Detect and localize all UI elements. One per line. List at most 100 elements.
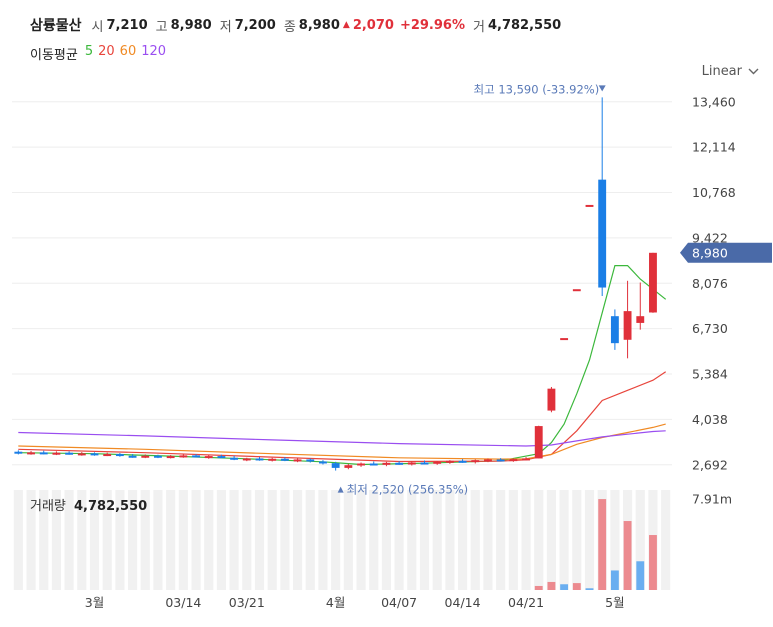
- chevron-down-icon: [748, 65, 759, 78]
- volume-slot: [419, 490, 430, 590]
- volume-bar: [560, 584, 569, 590]
- candle-body: [103, 454, 112, 457]
- triangle-up-icon: ▲: [342, 20, 350, 30]
- x-tick-label: 04/21: [508, 595, 544, 610]
- volume-slot: [153, 490, 163, 590]
- volume-slot: [343, 490, 353, 590]
- high-label: 고: [155, 19, 168, 35]
- candle-body: [319, 461, 327, 464]
- volume-slot: [546, 490, 556, 590]
- volume-slot: [458, 490, 468, 590]
- current-price-tag: [680, 242, 772, 263]
- volume-bar: [598, 499, 607, 590]
- ma-60-legend[interactable]: 60: [119, 44, 137, 59]
- low-value: 7,200: [234, 17, 276, 33]
- volume-slot: [572, 490, 582, 590]
- y-tick-label: 13,460: [692, 94, 736, 109]
- ma-5-legend[interactable]: 5: [84, 44, 94, 59]
- moving-average-label: 이동평균: [30, 48, 78, 63]
- ma-20-legend[interactable]: 20: [98, 44, 115, 59]
- moving-average-legend[interactable]: 이동평균 5 20 60 120: [30, 44, 166, 63]
- volume-bar: [649, 535, 657, 590]
- candle-body: [509, 459, 518, 462]
- volume-slot: [89, 490, 100, 590]
- ma-120-legend[interactable]: 120: [141, 44, 167, 59]
- ma120-line: [18, 430, 666, 447]
- candle-body: [128, 455, 137, 458]
- candle-body: [357, 463, 365, 466]
- volume-slot: [254, 490, 265, 590]
- candle-body: [14, 451, 23, 454]
- volume-slot: [381, 490, 391, 590]
- volume-slot: [293, 490, 303, 590]
- close-label: 종: [283, 19, 296, 35]
- volume-slot: [445, 490, 455, 590]
- candle-body: [90, 453, 99, 456]
- volume-bar: [534, 585, 543, 590]
- candle-body: [217, 456, 226, 459]
- scale-mode-dropdown[interactable]: Linear: [702, 64, 759, 79]
- candle-body: [280, 458, 289, 461]
- volume-slot: [267, 490, 277, 590]
- y-tick-label: 5,384: [692, 367, 728, 382]
- y-tick-label: 6,730: [692, 321, 728, 336]
- candle-body: [623, 311, 632, 340]
- triangle-down-icon: [598, 85, 606, 92]
- volume-slot: [331, 490, 341, 590]
- candle-body: [484, 459, 492, 462]
- low-label: 저: [219, 19, 232, 35]
- candle-body: [344, 465, 353, 468]
- x-tick-label: 03/21: [229, 595, 265, 610]
- volume-slot: [635, 490, 645, 590]
- volume-slot: [470, 490, 480, 590]
- volume-panel-label: 거래량: [30, 499, 66, 514]
- volume-slot: [77, 490, 87, 590]
- volume-slot: [204, 490, 214, 590]
- candle-body: [242, 458, 251, 461]
- candle-body: [331, 463, 340, 468]
- candle-body: [420, 462, 429, 465]
- volume-slot: [369, 490, 379, 590]
- volume-slot: [191, 490, 201, 590]
- candle-body: [141, 455, 150, 458]
- x-tick-label: 4월: [326, 595, 345, 610]
- open-label: 시: [91, 19, 104, 35]
- volume-slot: [216, 490, 226, 590]
- candle-body: [560, 338, 569, 341]
- candle-body: [407, 462, 416, 465]
- volume-slot: [26, 490, 36, 590]
- volume-slot: [521, 490, 531, 590]
- candle-body: [268, 458, 277, 461]
- quote-header: 삼륭물산 시 7,210 고 8,980 저 7,200 종 8,980 ▲ 2…: [30, 14, 569, 36]
- candle-body: [471, 460, 480, 463]
- volume-slot: [140, 490, 150, 590]
- x-tick-label: 5월: [605, 595, 624, 610]
- close-value: 8,980: [298, 17, 340, 33]
- candle-body: [547, 388, 556, 411]
- volume-slot: [102, 490, 112, 590]
- y-tick-label: 9,422: [692, 230, 728, 245]
- change-percent: +29.96%: [399, 17, 465, 33]
- y-tick-label: 2,692: [692, 457, 728, 472]
- x-tick-label: 04/07: [381, 595, 417, 610]
- candle-body: [65, 452, 74, 455]
- volume-slot: [496, 490, 506, 590]
- x-tick-label: 3월: [85, 595, 104, 610]
- volume-slot: [128, 490, 138, 590]
- candle-body: [522, 458, 530, 461]
- candle-body: [204, 456, 213, 459]
- volume-slot: [305, 490, 315, 590]
- current-price-label: 8,980: [692, 245, 728, 260]
- max-annotation: 최고 13,590 (-33.92%): [474, 82, 600, 96]
- volume-bar: [585, 588, 594, 590]
- volume-bar: [636, 561, 645, 590]
- candle-body: [433, 461, 442, 464]
- candle-body: [445, 460, 454, 463]
- volume-label: 거: [473, 19, 485, 35]
- volume-slot: [178, 490, 188, 590]
- volume-bar: [610, 570, 619, 590]
- volume-bar: [623, 521, 632, 590]
- volume-slot: [13, 490, 23, 590]
- open-value: 7,210: [106, 17, 148, 33]
